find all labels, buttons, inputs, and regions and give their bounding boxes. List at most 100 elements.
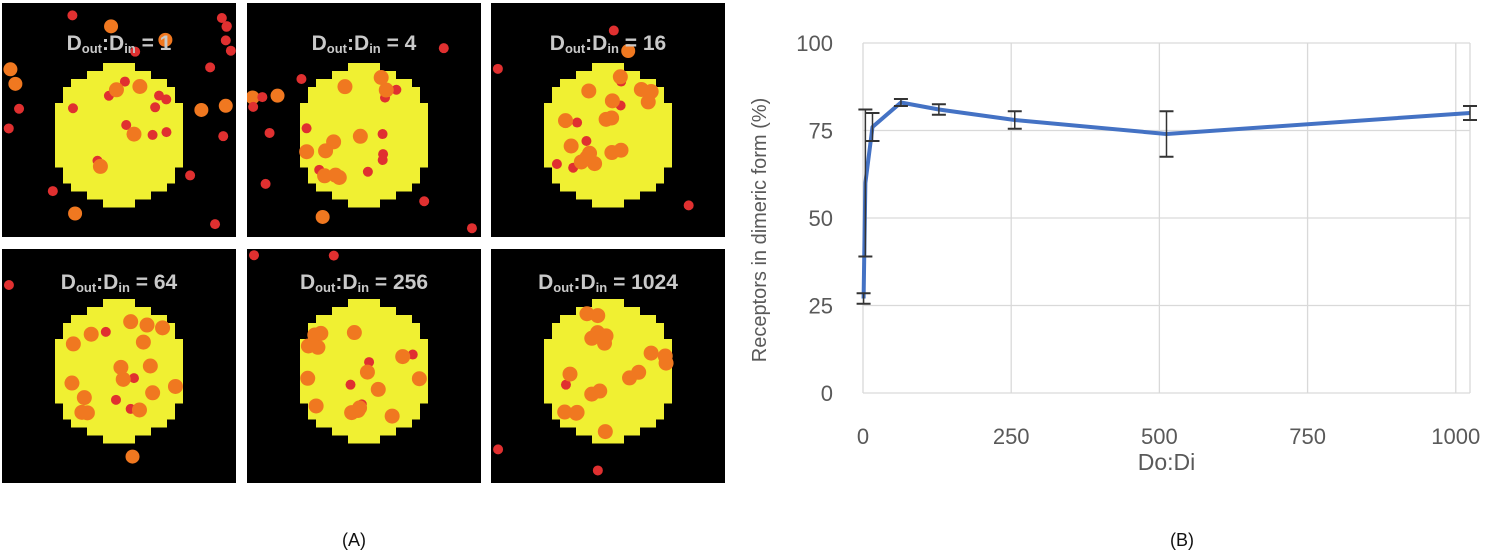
dimer-dot xyxy=(346,325,362,341)
domain-row xyxy=(63,411,175,420)
dimer-dot xyxy=(115,371,131,387)
monomer-dot xyxy=(683,200,694,211)
domain-row xyxy=(316,183,412,192)
domain-row xyxy=(544,103,672,112)
caption-b: (B) xyxy=(1170,530,1194,550)
panel-5-label: Dout:Din = 256 xyxy=(299,271,429,295)
monomer-dot xyxy=(581,136,592,147)
dimer-dot xyxy=(633,81,649,97)
domain-row xyxy=(55,339,183,348)
dimer-dot xyxy=(384,408,400,424)
domain-row xyxy=(103,199,135,208)
dimer-dot xyxy=(370,381,386,397)
dimer-dot xyxy=(135,334,151,350)
domain-row xyxy=(560,183,656,192)
dimer-dot xyxy=(64,375,80,391)
dimer-dot xyxy=(113,359,129,375)
dimer-dot xyxy=(373,69,389,85)
domain-row xyxy=(71,419,167,428)
dimer-dot xyxy=(584,386,600,402)
dimer-dot xyxy=(604,145,620,161)
domain-row xyxy=(544,371,672,380)
y-tick-label: 75 xyxy=(809,119,833,144)
monomer-dot xyxy=(185,170,196,181)
domain-row xyxy=(87,427,151,436)
dimer-dot xyxy=(108,82,124,98)
caption-a: (A) xyxy=(342,530,366,550)
dimer-dot xyxy=(562,366,578,382)
domain-row xyxy=(552,87,664,96)
dimer-dot xyxy=(76,390,92,406)
monomer-dot xyxy=(67,10,78,21)
monomer-dot xyxy=(572,117,583,128)
panel-5-scene xyxy=(249,250,428,444)
monomer-dot xyxy=(249,250,260,261)
dimer-dot xyxy=(590,308,606,324)
y-axis-label: Receptors in dimeric form (%) xyxy=(749,98,771,363)
domain-row xyxy=(300,159,428,168)
domain-row xyxy=(560,419,656,428)
dimer-dot xyxy=(643,345,659,361)
monomer-dot xyxy=(377,155,388,166)
panel-4: Dout:Din = 64 xyxy=(2,249,236,483)
dimer-dot xyxy=(3,62,18,77)
panel-3: Dout:Din = 16 xyxy=(491,3,725,237)
monomer-dot xyxy=(296,73,307,84)
monomer-dot xyxy=(110,394,121,405)
monomer-dot xyxy=(119,76,130,87)
monomer-dot xyxy=(161,94,172,105)
monomer-dot xyxy=(210,219,221,230)
dimer-dot xyxy=(317,168,333,184)
domain-row xyxy=(592,63,624,72)
dimer-dot xyxy=(352,128,368,144)
monomer-dot xyxy=(419,196,430,207)
dimer-dot xyxy=(8,76,23,91)
x-tick-label: 750 xyxy=(1289,424,1326,449)
monomer-dot xyxy=(560,379,571,390)
domain-row xyxy=(552,323,664,332)
dimer-dot xyxy=(352,400,368,416)
monomer-dot xyxy=(3,280,14,291)
monomer-dot xyxy=(130,46,141,57)
domain-row xyxy=(300,395,428,404)
domain-row xyxy=(552,175,664,184)
domain-row xyxy=(300,339,428,348)
domain-row xyxy=(87,191,151,200)
domain-row xyxy=(332,307,396,316)
domain-row xyxy=(308,323,420,332)
dimer-dot xyxy=(584,330,600,346)
dimer-dot xyxy=(598,328,614,344)
domain-row xyxy=(55,347,183,356)
x-tick-label: 0 xyxy=(857,424,869,449)
dimer-dot xyxy=(65,336,81,352)
panel-1-label: Dout:Din = 1 xyxy=(66,32,172,56)
panel-2: Dout:Din = 4 xyxy=(247,3,481,237)
domain-row xyxy=(592,435,624,444)
domain-row xyxy=(348,435,380,444)
domain-row xyxy=(592,199,624,208)
monomer-dot xyxy=(592,465,603,476)
dimer-dot xyxy=(299,144,315,160)
dimer-dot xyxy=(622,370,638,386)
monomer-dot xyxy=(3,123,14,134)
monomer-dot xyxy=(493,444,504,455)
monomer-dot xyxy=(377,129,388,140)
monomer-dot xyxy=(260,178,271,189)
domain-row xyxy=(544,395,672,404)
domain-row xyxy=(332,191,396,200)
dimer-dot xyxy=(315,209,330,224)
dimer-dot xyxy=(313,325,329,341)
domain-row xyxy=(332,427,396,436)
domain-row xyxy=(560,315,656,324)
monomer-dot xyxy=(205,62,216,73)
monomer-dot xyxy=(67,103,78,114)
dimer-dot xyxy=(131,402,147,418)
dimer-dot xyxy=(123,314,139,330)
dimer-dot xyxy=(604,93,620,109)
dimer-dot xyxy=(558,113,574,129)
domain-row xyxy=(576,191,640,200)
domain-row xyxy=(544,127,672,136)
dimer-dot xyxy=(557,404,573,420)
dimer-dot xyxy=(621,44,636,59)
domain-row xyxy=(55,143,183,152)
